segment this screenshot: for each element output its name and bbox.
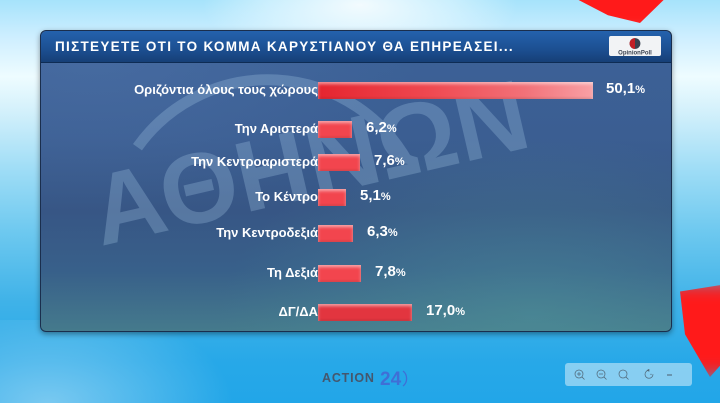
svg-text:ACTION: ACTION — [322, 371, 375, 385]
svg-text:24: 24 — [380, 369, 402, 389]
svg-text:OpinionPoll: OpinionPoll — [618, 51, 652, 57]
